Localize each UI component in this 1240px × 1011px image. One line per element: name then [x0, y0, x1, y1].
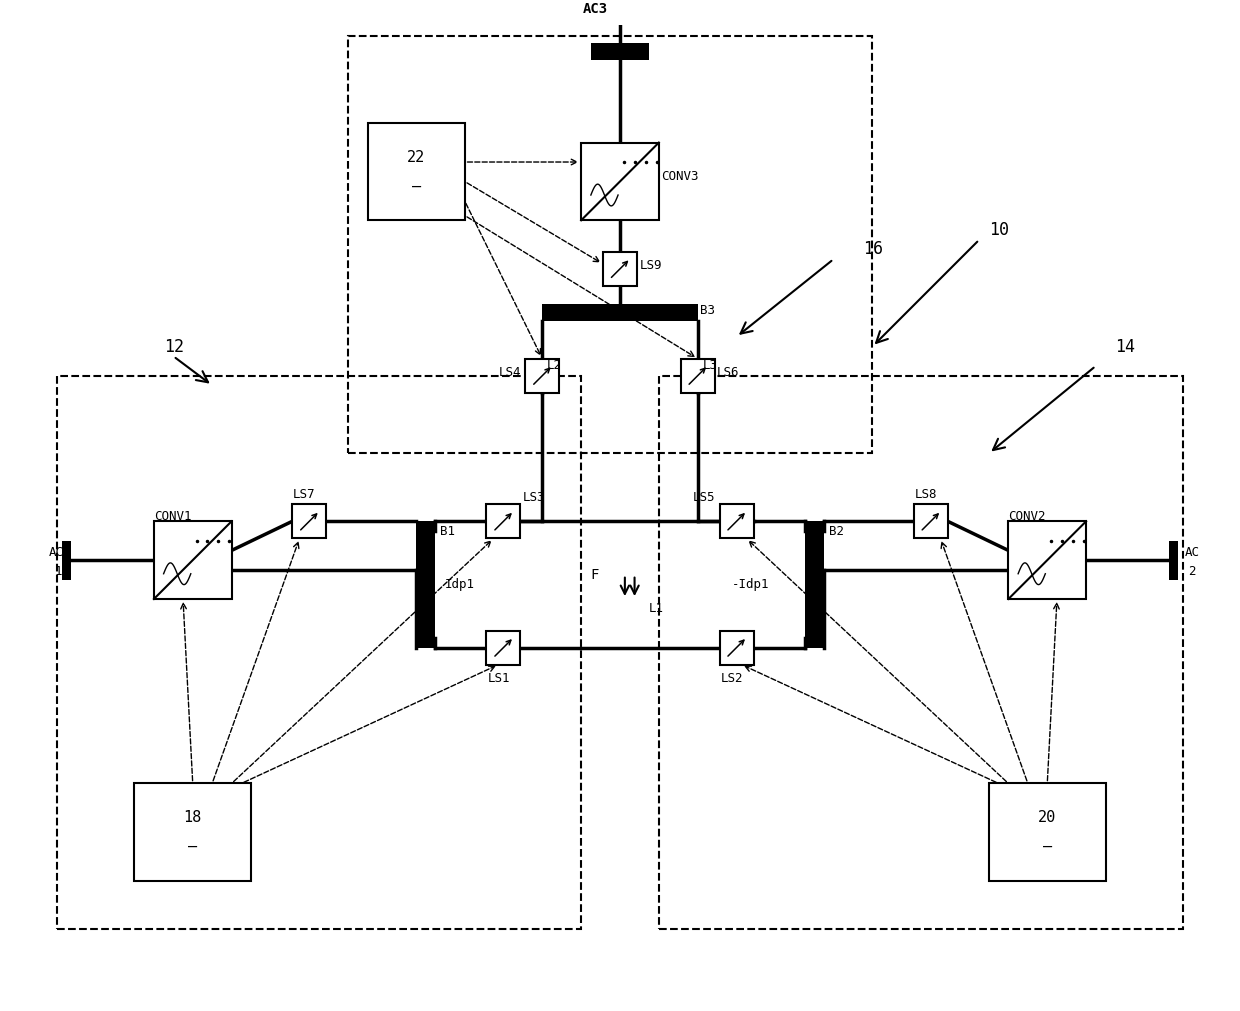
Bar	[348, 35, 873, 453]
Text: 16: 16	[863, 241, 883, 259]
Bar	[526, 359, 559, 392]
Text: AC: AC	[1185, 546, 1200, 559]
Text: B1: B1	[440, 525, 455, 538]
Text: B2: B2	[828, 525, 843, 538]
Bar	[62, 541, 72, 579]
Bar	[603, 252, 637, 286]
Text: LS5: LS5	[693, 490, 715, 503]
Bar	[486, 631, 521, 664]
Bar	[582, 143, 658, 220]
Bar	[417, 522, 435, 647]
Text: 2: 2	[1188, 565, 1195, 578]
Bar	[719, 504, 754, 538]
Text: CONV3: CONV3	[661, 170, 698, 183]
Bar	[134, 784, 250, 881]
Text: 10: 10	[990, 221, 1009, 239]
Bar	[805, 522, 823, 647]
Text: B3: B3	[699, 304, 714, 317]
Bar	[542, 303, 698, 321]
Text: LS2: LS2	[720, 672, 743, 685]
Text: AC: AC	[50, 546, 64, 559]
Bar	[719, 631, 754, 664]
Text: —: —	[1043, 839, 1052, 854]
Bar	[486, 504, 521, 538]
Bar	[914, 504, 947, 538]
Bar	[1008, 522, 1086, 599]
Text: —: —	[412, 179, 420, 194]
Text: 12: 12	[164, 338, 184, 356]
Text: —: —	[188, 839, 197, 854]
Bar	[990, 784, 1106, 881]
Text: LS8: LS8	[915, 487, 937, 500]
Text: LS7: LS7	[293, 487, 316, 500]
Bar	[1168, 541, 1178, 579]
Bar	[591, 42, 649, 60]
Text: CONV1: CONV1	[154, 510, 191, 523]
Text: 18: 18	[184, 810, 202, 825]
Text: Idp1: Idp1	[445, 578, 475, 590]
Text: 1: 1	[55, 565, 62, 578]
Bar	[367, 123, 465, 220]
Text: LS1: LS1	[487, 672, 510, 685]
Text: L3: L3	[703, 360, 718, 372]
Text: 14: 14	[1115, 338, 1136, 356]
Text: AC3: AC3	[583, 2, 609, 16]
Bar	[154, 522, 232, 599]
Text: 22: 22	[407, 150, 425, 165]
Bar	[681, 359, 714, 392]
Text: L1: L1	[649, 603, 665, 616]
Text: L2: L2	[547, 360, 562, 372]
Text: LS6: LS6	[717, 366, 739, 379]
Text: -Idp1: -Idp1	[732, 578, 769, 590]
Text: LS4: LS4	[498, 366, 521, 379]
Text: 20: 20	[1038, 810, 1056, 825]
Bar	[57, 376, 582, 929]
Text: LS3: LS3	[523, 490, 546, 503]
Text: CONV2: CONV2	[1008, 510, 1045, 523]
Bar	[658, 376, 1183, 929]
Text: F: F	[591, 568, 599, 581]
Text: LS9: LS9	[640, 260, 662, 272]
Bar	[293, 504, 326, 538]
